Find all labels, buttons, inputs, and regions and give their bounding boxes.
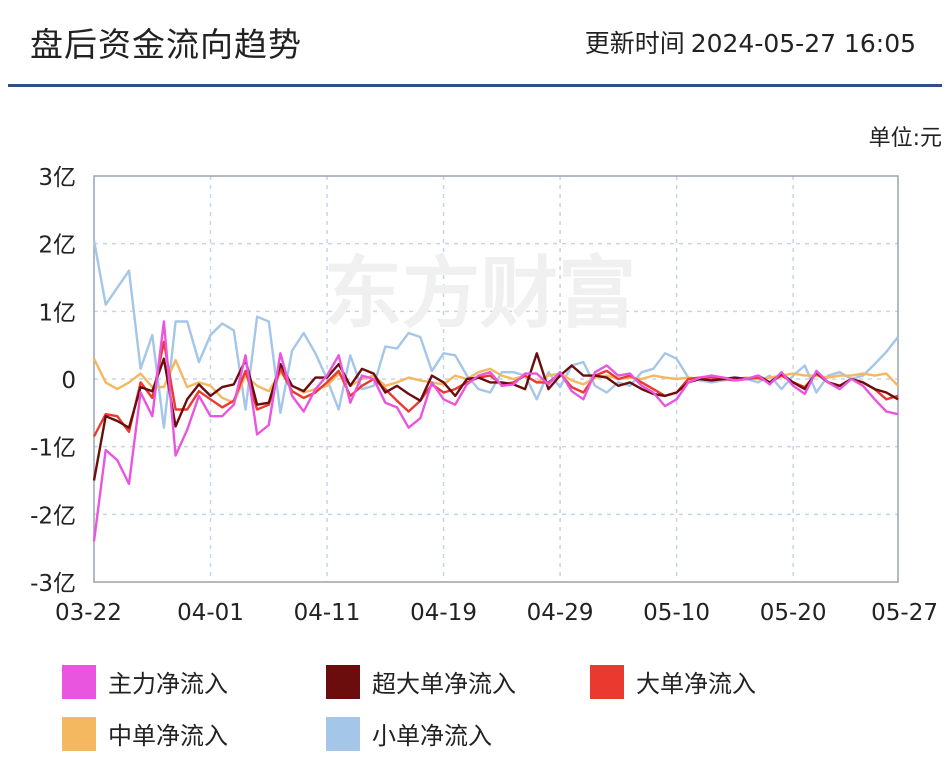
y-axis-labels: 3亿 2亿 1亿 0 -1亿 -2亿 -3亿 xyxy=(30,165,76,597)
unit-label: 单位:元 xyxy=(868,126,942,151)
update-time: 更新时间 2024-05-27 16:05 xyxy=(579,24,916,60)
x-tick-label: 05-27 xyxy=(871,600,938,626)
legend-label-medium: 中单净流入 xyxy=(108,722,228,750)
legend-label-large: 大单净流入 xyxy=(636,670,756,698)
x-tick-label: 04-29 xyxy=(527,600,594,626)
legend-label-small: 小单净流入 xyxy=(372,722,492,750)
x-tick-label: 04-01 xyxy=(177,600,244,626)
fund-flow-chart: 东方财富 3亿 2亿 1亿 0 -1亿 -2亿 -3亿 03-22 04-01 04-11 04-… xyxy=(30,165,938,626)
x-tick-label: 03-22 xyxy=(55,600,122,626)
x-tick-label: 04-19 xyxy=(410,600,477,626)
x-tick-label: 04-11 xyxy=(294,600,361,626)
y-tick-label: 3亿 xyxy=(38,165,76,191)
x-axis-labels: 03-22 04-01 04-11 04-19 04-29 05-10 05-20 05-27 xyxy=(55,600,938,626)
legend-item-super-large: 超大单净流入 xyxy=(326,664,516,699)
y-tick-label: -1亿 xyxy=(30,436,76,462)
legend-label-super-large: 超大单净流入 xyxy=(372,670,516,698)
legend-label-main: 主力净流入 xyxy=(108,670,228,698)
plot-frame xyxy=(93,175,899,583)
legend-swatch-large xyxy=(590,664,624,699)
header-divider xyxy=(8,84,942,87)
legend-item-medium: 中单净流入 xyxy=(62,716,228,751)
legend-swatch-medium xyxy=(62,716,96,751)
series-line-0 xyxy=(92,320,899,542)
legend: 主力净流入 超大单净流入 大单净流入 中单净流入 小单净流入 xyxy=(0,660,950,760)
chart-axes xyxy=(93,175,899,583)
legend-swatch-small xyxy=(326,716,360,751)
x-tick-label: 05-10 xyxy=(643,600,710,626)
page-title: 盘后资金流向趋势 xyxy=(30,25,302,64)
legend-swatch-main xyxy=(62,664,96,699)
legend-item-small: 小单净流入 xyxy=(326,716,492,751)
y-tick-label: 1亿 xyxy=(38,300,76,326)
update-time-label: 更新时间 xyxy=(584,29,685,58)
header: 盘后资金流向趋势 更新时间 2024-05-27 16:05 xyxy=(0,0,950,87)
legend-swatch-super-large xyxy=(326,664,360,699)
y-tick-label: 0 xyxy=(61,368,76,394)
watermark: 东方财富 xyxy=(324,249,636,339)
update-time-value: 2024-05-27 16:05 xyxy=(690,29,916,58)
y-tick-label: 2亿 xyxy=(38,233,76,259)
y-tick-label: -3亿 xyxy=(30,571,76,597)
legend-item-large: 大单净流入 xyxy=(590,664,756,699)
x-tick-label: 05-20 xyxy=(760,600,827,626)
y-tick-label: -2亿 xyxy=(30,503,76,529)
chart-series xyxy=(92,240,899,542)
legend-item-main: 主力净流入 xyxy=(62,664,228,699)
